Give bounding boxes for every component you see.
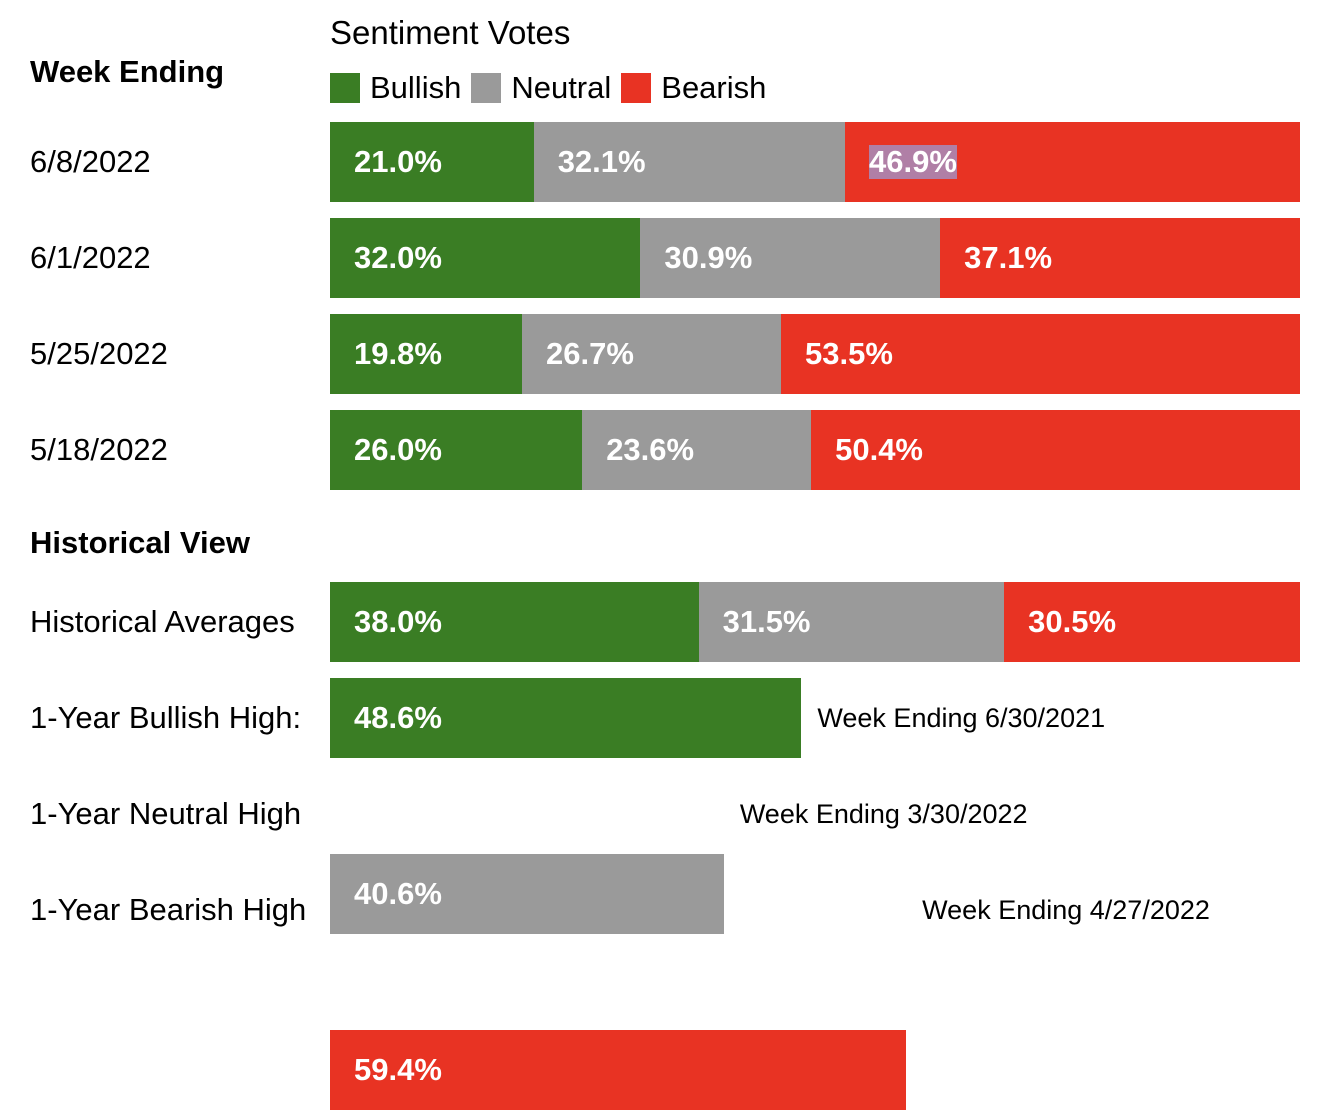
data-label: 50.4%	[835, 432, 923, 467]
data-label: 19.8%	[354, 336, 442, 371]
high-week-note: Week Ending 3/30/2022	[739, 799, 1028, 829]
data-label: 31.5%	[722, 604, 811, 639]
bearish-swatch-icon	[621, 73, 652, 103]
bearish-segment: 53.5%	[781, 314, 1300, 394]
neutral-segment: 31.5%	[698, 582, 1005, 662]
historical-view-header: Historical View	[30, 525, 250, 560]
historical-averages-bar: 38.0% 31.5% 30.5%	[330, 582, 1300, 662]
row-label: 1-Year Neutral High	[30, 796, 302, 831]
data-label: 48.6%	[354, 700, 442, 735]
legend-label: Bullish	[370, 70, 462, 105]
high-week-note: Week Ending 6/30/2021	[817, 703, 1106, 733]
bullish-segment: 26.0%	[330, 410, 583, 490]
weekly-bar-row: 32.0% 30.9% 37.1%	[330, 218, 1300, 298]
data-label: 59.4%	[354, 1052, 442, 1087]
legend: Bullish Neutral Bearish	[330, 70, 776, 106]
legend-item-bullish: Bullish	[330, 70, 461, 106]
data-label: 32.0%	[354, 240, 442, 275]
data-label: 26.7%	[546, 336, 634, 371]
data-label: 53.5%	[805, 336, 893, 371]
neutral-segment: 30.9%	[640, 218, 941, 298]
row-label: 1-Year Bullish High:	[30, 700, 302, 735]
weekly-bar-row: 21.0% 32.1% 46.9%	[330, 122, 1300, 202]
bullish-high-bar: 48.6%	[330, 678, 802, 758]
neutral-swatch-icon	[471, 73, 502, 103]
row-label: Historical Averages	[30, 604, 295, 639]
row-label: 5/18/2022	[30, 432, 168, 467]
weekly-bar-row: 26.0% 23.6% 50.4%	[330, 410, 1300, 490]
data-label: 40.6%	[354, 876, 442, 911]
bearish-high-bar: 59.4%	[330, 1030, 907, 1110]
data-label: 38.0%	[354, 604, 442, 639]
bullish-segment: 21.0%	[330, 122, 534, 202]
legend-item-neutral: Neutral	[471, 70, 611, 106]
neutral-segment: 23.6%	[582, 410, 812, 490]
row-label: 6/1/2022	[30, 240, 151, 275]
data-label: 46.9%	[869, 144, 957, 179]
high-week-note: Week Ending 4/27/2022	[922, 895, 1210, 925]
neutral-segment: 26.7%	[522, 314, 782, 394]
legend-label: Bearish	[661, 70, 767, 105]
legend-item-bearish: Bearish	[621, 70, 766, 106]
bearish-segment: 50.4%	[811, 410, 1300, 490]
data-label: 26.0%	[354, 432, 442, 467]
data-label: 30.9%	[664, 240, 753, 275]
legend-label: Neutral	[511, 70, 612, 105]
bearish-segment: 37.1%	[940, 218, 1300, 298]
neutral-high-bar: 40.6%	[330, 854, 724, 934]
neutral-segment: 32.1%	[533, 122, 846, 202]
bearish-segment: 30.5%	[1004, 582, 1300, 662]
bearish-segment: 46.9%	[845, 122, 1300, 202]
bullish-swatch-icon	[330, 73, 360, 103]
data-label: 23.6%	[606, 432, 695, 467]
row-label: 5/25/2022	[30, 336, 168, 371]
data-label: 32.1%	[557, 144, 646, 179]
bullish-segment: 32.0%	[330, 218, 641, 298]
row-label: 1-Year Bearish High	[30, 892, 307, 927]
week-ending-header: Week Ending	[30, 54, 225, 89]
weekly-bar-row: 19.8% 26.7% 53.5%	[330, 314, 1300, 394]
chart-title: Sentiment Votes	[330, 14, 571, 51]
data-label: 21.0%	[354, 144, 442, 179]
row-label: 6/8/2022	[30, 144, 151, 179]
bullish-segment: 19.8%	[330, 314, 523, 394]
bullish-segment: 38.0%	[330, 582, 699, 662]
data-label: 37.1%	[964, 240, 1053, 275]
data-label: 30.5%	[1028, 604, 1117, 639]
